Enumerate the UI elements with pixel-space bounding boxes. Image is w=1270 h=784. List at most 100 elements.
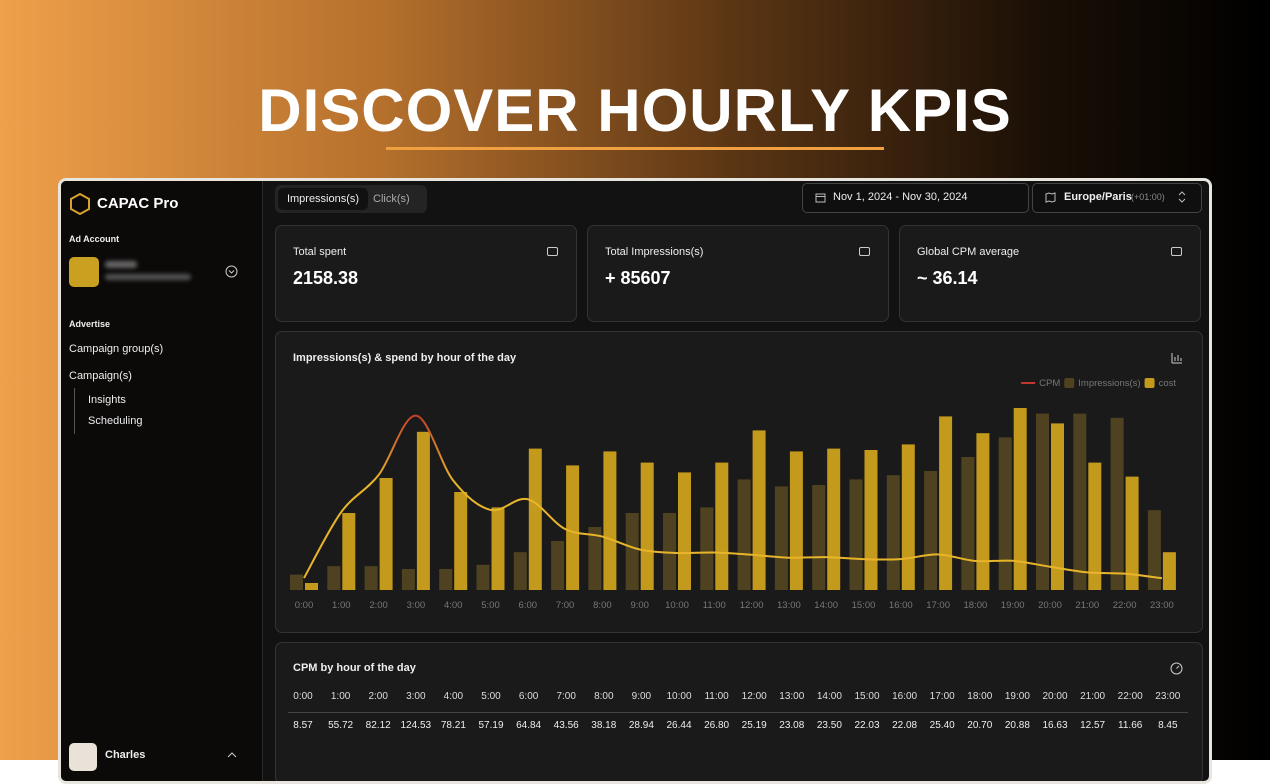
table-header: 16:00 xyxy=(892,691,918,702)
bar xyxy=(1051,423,1064,590)
table-header: 18:00 xyxy=(967,691,993,702)
bar xyxy=(998,437,1012,590)
calendar-icon xyxy=(815,193,826,203)
timezone-picker[interactable] xyxy=(1032,183,1202,213)
table-header: 2:00 xyxy=(368,691,388,702)
bar xyxy=(924,471,938,590)
user-menu[interactable] xyxy=(227,751,237,759)
account-dropdown[interactable] xyxy=(225,265,238,278)
section-label: Ad Account xyxy=(69,234,120,244)
chart-icon xyxy=(1171,353,1182,364)
bar xyxy=(752,430,766,590)
table-cell: 28.94 xyxy=(628,720,654,731)
table-header: 12:00 xyxy=(741,691,767,702)
table-cell: 64.84 xyxy=(516,720,542,731)
table-header: 23:00 xyxy=(1155,691,1181,702)
table-header: 22:00 xyxy=(1117,691,1143,702)
table-header: 10:00 xyxy=(666,691,692,702)
table-cell: 22.03 xyxy=(854,720,880,731)
nav-subitem[interactable]: Scheduling xyxy=(88,415,143,427)
legend-swatch xyxy=(1144,378,1155,388)
bar xyxy=(528,448,542,590)
table-cell: 25.19 xyxy=(741,720,767,731)
bar xyxy=(305,583,318,590)
timezone: Europe/Paris xyxy=(1064,191,1132,203)
table-header: 1:00 xyxy=(330,691,351,702)
bar xyxy=(812,485,826,590)
bar xyxy=(1162,552,1176,590)
x-tick-label: 1:00 xyxy=(332,600,351,611)
bar xyxy=(886,475,900,590)
section-label: Advertise xyxy=(69,319,111,329)
table-cell: 124.53 xyxy=(400,720,432,731)
blurred-id xyxy=(105,274,191,280)
legend-label: Impressions(s) xyxy=(1078,378,1140,389)
x-tick-label: 9:00 xyxy=(630,600,649,611)
table-divider xyxy=(288,712,1188,713)
legend-swatch xyxy=(1064,378,1075,388)
table-cell: 8.45 xyxy=(1158,720,1178,731)
bar xyxy=(1036,413,1049,590)
bar xyxy=(961,457,975,590)
bar xyxy=(566,465,580,590)
bar xyxy=(715,462,729,590)
bar xyxy=(1013,408,1027,590)
x-tick-label: 19:00 xyxy=(1001,600,1025,611)
underline xyxy=(386,147,884,150)
brand: CAPAC Pro xyxy=(97,195,179,212)
chart: Impressions(s) & spend by hour of the da… xyxy=(290,352,1182,611)
table-cell: 82.12 xyxy=(365,720,391,731)
bar xyxy=(401,569,415,590)
x-tick-label: 12:00 xyxy=(740,600,764,611)
nav-item[interactable]: Campaign(s) xyxy=(69,370,132,382)
bar xyxy=(603,451,617,590)
timezone-offset: (+01:00) xyxy=(1131,192,1165,202)
x-tick-label: 10:00 xyxy=(665,600,689,611)
x-tick-label: 5:00 xyxy=(481,600,500,611)
nav-item[interactable]: Campaign group(s) xyxy=(69,343,164,355)
table-cell: 78.21 xyxy=(440,720,466,731)
x-tick-label: 22:00 xyxy=(1113,600,1137,611)
x-tick-label: 21:00 xyxy=(1075,600,1099,611)
user-name: Charles xyxy=(105,749,146,761)
bar xyxy=(342,513,356,590)
bar xyxy=(663,513,676,590)
cpm-line xyxy=(303,414,1163,580)
sidebar: CAPAC Pro Ad Account Advertise Campaign … xyxy=(61,181,263,781)
bar xyxy=(551,541,565,590)
bar xyxy=(1125,476,1139,590)
tab-active[interactable]: Impressions(s) xyxy=(278,188,368,210)
kpi-label: Total Impressions(s) xyxy=(605,246,704,258)
bar xyxy=(864,450,878,590)
table-cell: 22.08 xyxy=(892,720,918,731)
x-tick-label: 15:00 xyxy=(852,600,876,611)
legend-label: CPM xyxy=(1039,378,1060,389)
kpi-icon xyxy=(547,247,558,256)
x-tick-label: 2:00 xyxy=(369,600,388,611)
table-header: 9:00 xyxy=(631,691,652,702)
bar xyxy=(1088,462,1102,590)
date-picker[interactable] xyxy=(802,183,1029,213)
chart-title: Impressions(s) & spend by hour of the da… xyxy=(293,352,517,364)
kpi-value: + 85607 xyxy=(605,268,671,288)
bar xyxy=(789,451,803,590)
bar xyxy=(476,564,490,590)
legend-label: cost xyxy=(1159,378,1177,389)
table-cell: 11.66 xyxy=(1118,720,1143,731)
table-cell: 23.50 xyxy=(816,720,842,731)
table-header: 17:00 xyxy=(929,691,955,702)
bar xyxy=(700,507,714,590)
bar xyxy=(588,527,602,590)
table-header: 6:00 xyxy=(518,691,539,702)
table-header: 21:00 xyxy=(1080,691,1106,702)
bar xyxy=(901,444,915,590)
date-range: Nov 1, 2024 - Nov 30, 2024 xyxy=(833,191,968,203)
nav-subitem[interactable]: Insights xyxy=(88,394,126,406)
nav-rail xyxy=(74,388,75,434)
kpi-value: 2158.38 xyxy=(293,268,359,288)
tab[interactable]: Click(s) xyxy=(373,193,410,205)
table-header: 7:00 xyxy=(556,691,576,702)
kpi-label: Global CPM average xyxy=(917,246,1020,258)
table-cell: 38.18 xyxy=(591,720,617,731)
x-tick-label: 6:00 xyxy=(519,600,538,611)
